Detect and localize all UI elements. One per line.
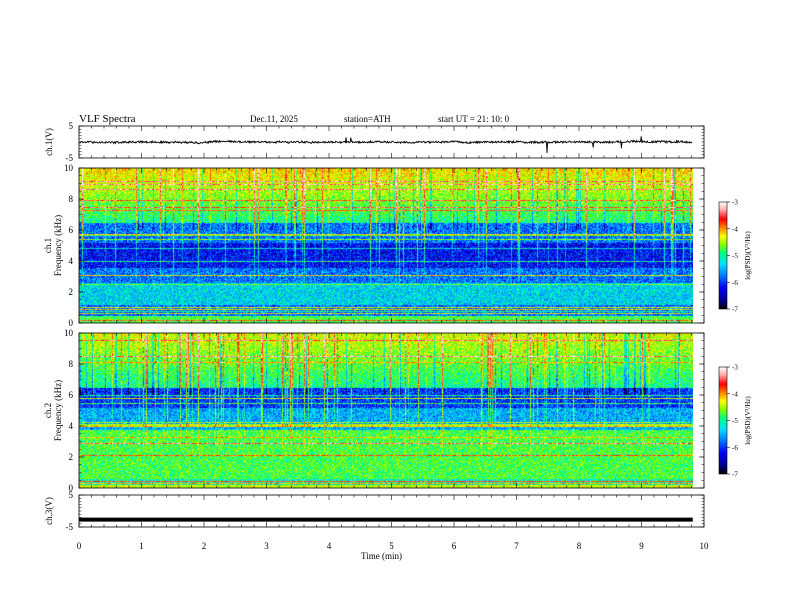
ch1-spectrogram-ylabel: Frequency (kHz) [53, 215, 63, 276]
ch1-spectrogram-image [79, 168, 693, 323]
ch2-spectrogram-image [79, 333, 693, 488]
colorbar-tick-label: -7 [732, 306, 738, 314]
y-tick-label: -5 [66, 522, 74, 532]
colorbar-tick-label: -3 [732, 199, 738, 207]
y-tick-label: 8 [69, 194, 74, 204]
ch2-spectrogram-colorbar [718, 366, 728, 475]
colorbar-tick-label: -6 [732, 444, 738, 452]
colorbar-tick-label: -3 [732, 364, 738, 372]
y-tick-label: 5 [69, 490, 74, 500]
ch2-spectrogram-ylabel: Frequency (kHz) [53, 380, 63, 441]
station-label: station=ATH [344, 114, 391, 124]
y-tick-label: 8 [69, 359, 74, 369]
y-tick-label: 2 [69, 287, 74, 297]
x-tick-label: 1 [139, 541, 144, 551]
start-time-label: start UT = 21: 10: 0 [438, 114, 510, 124]
colorbar-tick-label: -7 [732, 471, 738, 479]
x-tick-label: 10 [700, 541, 710, 551]
chart-title: VLF Spectra [79, 113, 136, 125]
y-tick-label: 4 [69, 421, 74, 431]
y-tick-label: 10 [64, 163, 74, 173]
ch2-spectrogram-ylabel: ch.2 [43, 403, 53, 418]
x-tick-label: 8 [577, 541, 582, 551]
colorbar-tick-label: -5 [732, 252, 738, 260]
colorbar-tick-label: -5 [732, 417, 738, 425]
x-tick-label: 3 [264, 541, 269, 551]
x-tick-label: 7 [514, 541, 519, 551]
colorbar-tick-label: -6 [732, 279, 738, 287]
ch3-waveform-ylabel: ch.3(V) [44, 497, 54, 525]
y-tick-label: 10 [64, 328, 74, 338]
y-tick-label: 4 [69, 256, 74, 266]
x-tick-label: 9 [639, 541, 644, 551]
y-tick-label: 5 [69, 121, 74, 131]
x-axis-label: Time (min) [361, 551, 402, 561]
y-tick-label: 2 [69, 452, 74, 462]
colorbar-tick-label: -4 [732, 225, 738, 233]
x-tick-label: 5 [389, 541, 394, 551]
ch2-spectrogram-colorbar-label: log(PSD)(V²/Hz) [744, 396, 752, 445]
x-tick-label: 2 [202, 541, 207, 551]
ch1-waveform-trace [78, 136, 693, 154]
y-tick-label: 0 [69, 483, 74, 493]
ch1-spectrogram-colorbar-label: log(PSD)(V²/Hz) [744, 231, 752, 280]
x-tick-label: 6 [452, 541, 457, 551]
ch1-waveform-ylabel: ch.1(V) [44, 128, 54, 156]
ch1-spectrogram-colorbar [718, 201, 728, 310]
ch1-spectrogram-ylabel: ch.1 [43, 238, 53, 253]
y-tick-label: 6 [69, 225, 74, 235]
colorbar-tick-label: -4 [732, 390, 738, 398]
x-tick-label: 4 [327, 541, 332, 551]
y-tick-label: 6 [69, 390, 74, 400]
date-label: Dec.11, 2025 [250, 114, 298, 124]
y-tick-label: -5 [66, 153, 74, 163]
y-tick-label: 0 [69, 318, 74, 328]
x-tick-label: 0 [77, 541, 82, 551]
